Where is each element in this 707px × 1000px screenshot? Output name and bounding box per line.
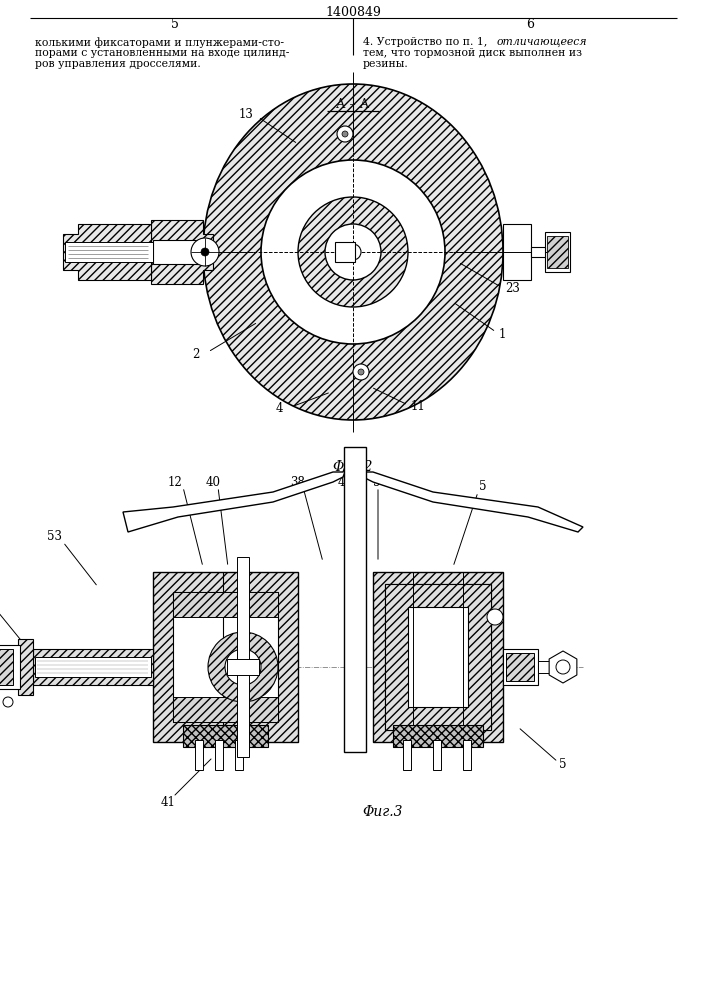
Bar [237, 557, 249, 757]
Bar [335, 242, 355, 262]
Text: 12: 12 [168, 476, 182, 488]
Bar [538, 661, 553, 673]
Bar [545, 232, 570, 272]
Circle shape [337, 126, 353, 142]
Circle shape [358, 369, 364, 375]
Text: 5: 5 [171, 18, 179, 31]
Text: А – А: А – А [337, 99, 370, 111]
Text: 1400849: 1400849 [325, 5, 381, 18]
Polygon shape [63, 224, 151, 280]
Text: 11: 11 [411, 400, 426, 414]
Bar [153, 240, 205, 264]
Text: 41: 41 [160, 796, 175, 808]
Text: 13: 13 [238, 108, 253, 121]
Bar [183, 725, 268, 747]
Bar [173, 592, 278, 617]
Bar [65, 242, 153, 262]
Circle shape [201, 248, 209, 256]
Polygon shape [549, 651, 577, 683]
Text: 40: 40 [206, 476, 221, 488]
Circle shape [298, 197, 408, 307]
Text: 53: 53 [47, 530, 62, 544]
Text: 4: 4 [276, 402, 283, 416]
Circle shape [342, 131, 348, 137]
Bar [531, 247, 545, 257]
Bar [393, 725, 483, 747]
Bar [235, 740, 243, 770]
Polygon shape [123, 464, 583, 532]
Text: порами с установленными на входе цилинд-: порами с установленными на входе цилинд- [35, 48, 289, 58]
Polygon shape [373, 572, 503, 742]
Bar [385, 584, 491, 730]
Bar [433, 740, 441, 770]
Bar [547, 236, 568, 268]
Bar [173, 592, 278, 722]
Text: резины.: резины. [363, 59, 409, 69]
Circle shape [353, 364, 369, 380]
Text: 5: 5 [559, 758, 567, 770]
Text: 6: 6 [526, 18, 534, 31]
Ellipse shape [203, 84, 503, 420]
Circle shape [3, 697, 13, 707]
Polygon shape [344, 447, 366, 752]
Text: 23: 23 [505, 282, 520, 296]
Circle shape [261, 160, 445, 344]
Bar [506, 653, 534, 681]
Text: 49: 49 [337, 476, 353, 488]
Polygon shape [153, 572, 298, 742]
Text: ров управления дросселями.: ров управления дросселями. [35, 59, 201, 69]
Text: 2: 2 [192, 349, 200, 361]
Bar [408, 607, 468, 707]
Bar [403, 740, 411, 770]
Bar [195, 740, 203, 770]
Bar [503, 649, 538, 685]
Text: 38: 38 [291, 476, 305, 488]
Text: Φиг.3: Φиг.3 [363, 805, 403, 819]
Text: 5: 5 [479, 481, 486, 493]
Text: Φиг.2: Φиг.2 [333, 460, 373, 474]
Circle shape [208, 632, 278, 702]
Circle shape [191, 238, 219, 266]
Circle shape [345, 244, 361, 260]
Polygon shape [18, 639, 33, 695]
Bar [35, 657, 151, 677]
Circle shape [487, 609, 503, 625]
Circle shape [325, 224, 381, 280]
Polygon shape [151, 220, 213, 284]
Text: 50: 50 [373, 476, 389, 488]
Bar [385, 584, 491, 730]
Bar [227, 659, 259, 675]
Bar [0, 645, 20, 689]
Circle shape [225, 649, 261, 685]
Bar [0, 649, 13, 685]
Text: тем, что тормозной диск выполнен из: тем, что тормозной диск выполнен из [363, 48, 582, 58]
Bar [173, 697, 278, 722]
Polygon shape [33, 649, 153, 685]
Text: колькими фиксаторами и плунжерами-сто-: колькими фиксаторами и плунжерами-сто- [35, 37, 284, 48]
Text: отличающееся: отличающееся [497, 37, 588, 47]
Circle shape [556, 660, 570, 674]
Text: 4. Устройство по п. 1,: 4. Устройство по п. 1, [363, 37, 491, 47]
Text: 1: 1 [499, 328, 506, 340]
Bar [463, 740, 471, 770]
Bar [503, 224, 531, 280]
Bar [215, 740, 223, 770]
